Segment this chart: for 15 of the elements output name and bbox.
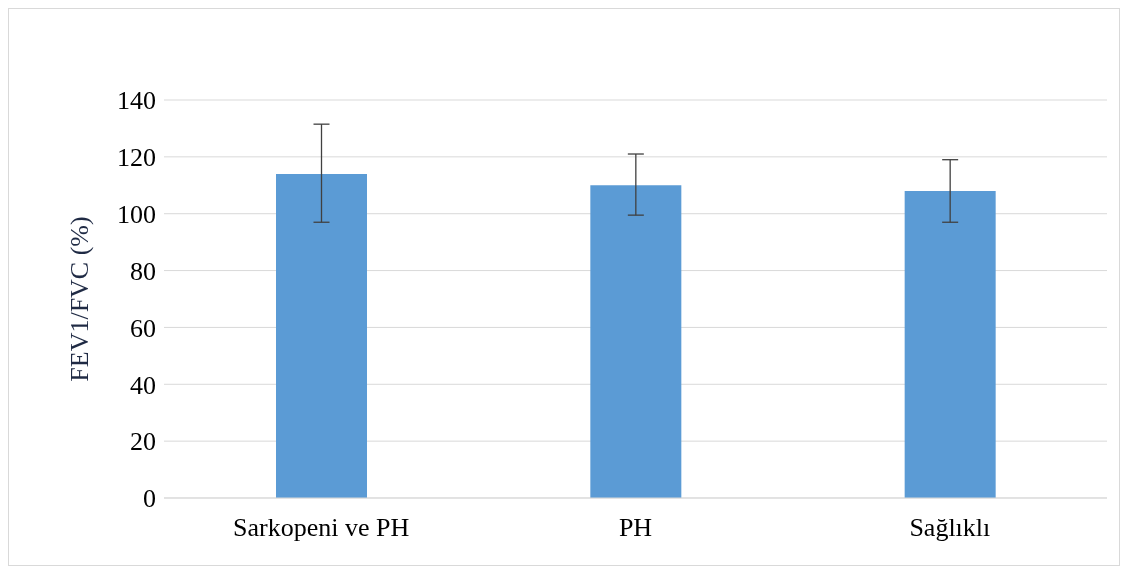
bar: [904, 190, 996, 498]
y-axis-title: FEV1/FVC (%): [65, 216, 95, 382]
y-tick-label: 120: [117, 143, 156, 173]
y-tick-label: 40: [130, 370, 156, 400]
y-tick-label: 140: [117, 86, 156, 116]
y-tick-label: 80: [130, 256, 156, 286]
y-tick-label: 20: [130, 427, 156, 457]
x-tick-label: PH: [618, 513, 653, 543]
x-tick-label: Sağlıklı: [909, 513, 991, 543]
y-tick-label: 0: [143, 484, 156, 514]
x-tick-label: Sarkopeni ve PH: [233, 513, 410, 543]
y-tick-label: 60: [130, 313, 156, 343]
bar: [590, 185, 682, 498]
bar: [276, 173, 367, 498]
y-tick-label: 100: [117, 199, 156, 229]
